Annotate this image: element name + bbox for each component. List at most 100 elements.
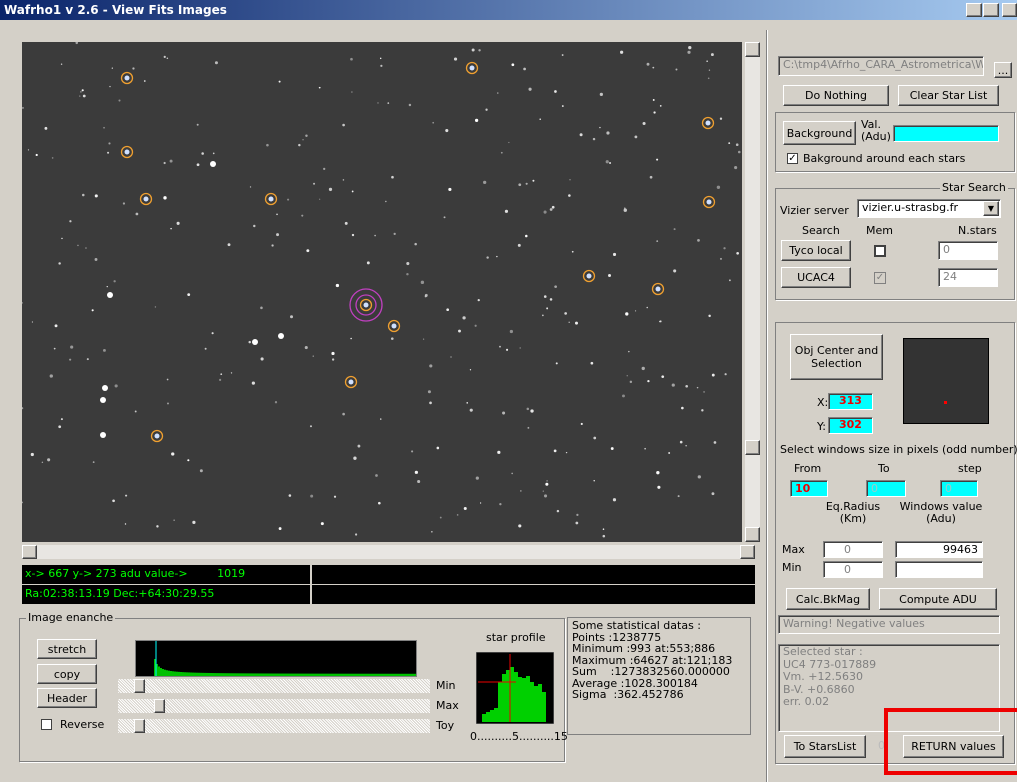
header-button[interactable]: Header (37, 688, 97, 708)
star (409, 104, 411, 106)
histogram-bar (164, 670, 166, 676)
profile-bar (494, 708, 498, 722)
star (231, 372, 232, 373)
star (192, 521, 195, 524)
compute-adu-button[interactable]: Compute ADU (879, 588, 997, 610)
tyco-button[interactable]: Tyco local (781, 240, 851, 261)
histogram-bar (264, 673, 266, 676)
star (575, 322, 578, 325)
to-field[interactable]: 0 (866, 480, 906, 497)
histogram-bar (412, 674, 414, 676)
server-select[interactable]: vizier.u-strasbg.fr (857, 199, 1001, 218)
star (575, 522, 578, 525)
star (353, 457, 356, 460)
copy-button[interactable]: copy (37, 664, 97, 684)
background-value-field[interactable] (893, 125, 999, 142)
ucac4-button[interactable]: UCAC4 (781, 267, 851, 288)
browse-button[interactable]: ... (994, 62, 1012, 78)
scroll-down[interactable] (745, 527, 760, 542)
minimize-button[interactable] (966, 3, 982, 17)
star (319, 199, 320, 200)
star (650, 176, 653, 179)
y-field[interactable]: 302 (828, 417, 873, 434)
star (723, 247, 725, 249)
profile-bar (498, 682, 502, 722)
do-nothing-button[interactable]: Do Nothing (783, 85, 889, 106)
histogram-bar (308, 674, 310, 676)
star (374, 235, 376, 237)
star (634, 135, 637, 138)
x-field[interactable]: 313 (828, 393, 873, 410)
fits-image[interactable] (22, 42, 742, 542)
star (562, 54, 564, 56)
star (628, 351, 629, 352)
close-button[interactable] (1002, 3, 1017, 17)
star (429, 364, 432, 367)
star (22, 107, 24, 109)
dropdown-button[interactable]: ▼ (983, 201, 999, 216)
star (643, 122, 646, 125)
star (627, 375, 628, 376)
stretch-button[interactable]: stretch (37, 639, 97, 659)
histogram-bar (166, 670, 168, 676)
slider-thumb[interactable] (134, 719, 145, 733)
histogram-bar (172, 671, 174, 676)
mem-checkbox[interactable]: ✓ (874, 272, 886, 284)
star (530, 409, 533, 412)
bright-star (252, 339, 258, 345)
from-field[interactable]: 10 (790, 480, 828, 497)
bright-star (100, 397, 106, 403)
scroll-left[interactable] (22, 545, 37, 559)
obj-center-button[interactable]: Obj Center and Selection (790, 334, 883, 380)
step-field[interactable]: 0 (940, 480, 978, 497)
star (431, 531, 432, 532)
background-button[interactable]: Background (783, 121, 856, 145)
star (125, 150, 130, 155)
star (323, 168, 325, 170)
star (42, 462, 43, 463)
scroll-up[interactable] (745, 42, 760, 57)
star (711, 53, 714, 56)
histogram-bar (392, 674, 394, 676)
vertical-scrollbar[interactable] (745, 42, 760, 542)
column-header: N.stars (958, 224, 997, 237)
scroll-right[interactable] (740, 545, 755, 559)
toy-slider[interactable] (118, 719, 430, 733)
star (380, 65, 382, 67)
star (306, 249, 309, 252)
path-field[interactable]: C:\tmp4\Afrho_CARA_Astrometrica\Wi (778, 56, 984, 76)
background-checkbox[interactable]: ✓ (787, 153, 798, 164)
horizontal-scrollbar[interactable] (22, 545, 755, 559)
maximize-button[interactable] (983, 3, 999, 17)
clear-star-list-button[interactable]: Clear Star List (898, 85, 999, 106)
reverse-checkbox[interactable] (41, 719, 52, 730)
to-starslist-button[interactable]: To StarsList (784, 735, 866, 758)
star (95, 194, 98, 197)
histogram-bar (376, 674, 378, 676)
calc-bkmag-button[interactable]: Calc.BkMag (786, 588, 870, 610)
star (527, 427, 529, 429)
star (557, 510, 559, 512)
slider-thumb[interactable] (154, 699, 165, 713)
mem-checkbox[interactable] (874, 245, 886, 257)
histogram-bar (332, 674, 334, 676)
histogram-bar (400, 674, 402, 676)
scroll-thumb[interactable] (745, 440, 760, 455)
histogram-bar (398, 674, 400, 676)
histogram-bar (306, 674, 308, 676)
min-slider[interactable] (118, 679, 430, 693)
max-value-field: 99463 (895, 541, 983, 558)
star (321, 522, 324, 525)
star (661, 375, 664, 378)
histogram-bar (362, 674, 364, 676)
star (290, 315, 293, 318)
star (678, 495, 680, 497)
star (83, 95, 86, 98)
slider-thumb[interactable] (134, 679, 145, 693)
histogram-bar (210, 673, 212, 676)
star (28, 149, 29, 150)
histogram-bar (338, 674, 340, 676)
star (406, 262, 409, 265)
star (475, 119, 478, 122)
star (118, 99, 120, 101)
